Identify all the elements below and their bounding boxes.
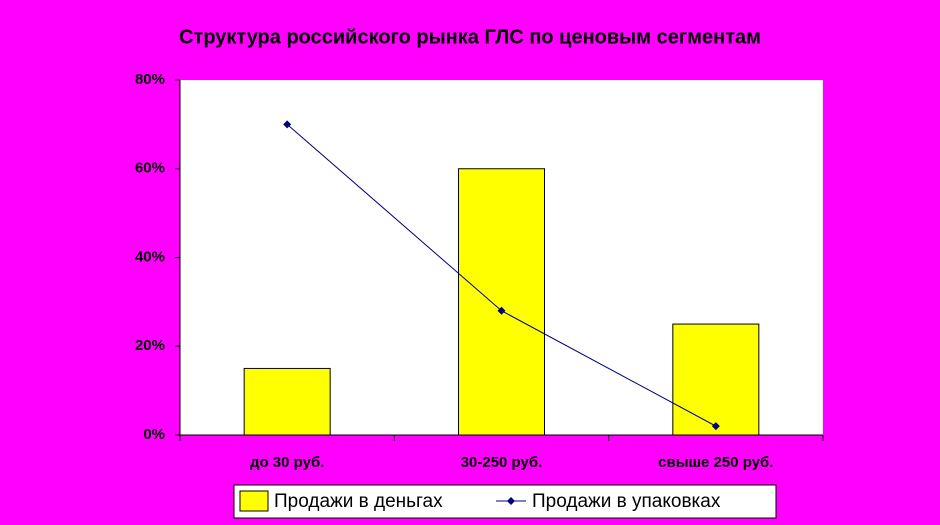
legend (233, 484, 777, 519)
x-tick-label: 30-250 руб. (461, 454, 543, 471)
y-tick-label: 60% (135, 160, 165, 177)
bar (243, 367, 331, 436)
chart-title: Структура российского рынка ГЛС по ценов… (179, 26, 761, 48)
bar (458, 168, 545, 436)
line-marker (711, 422, 720, 431)
bar (672, 323, 760, 436)
legend-label: Продажи в упаковках (532, 491, 721, 512)
line-marker (283, 120, 292, 129)
y-tick-label: 80% (135, 71, 165, 88)
y-tick-label: 20% (135, 337, 165, 354)
line-marker (497, 306, 506, 315)
y-tick-label: 0% (143, 426, 165, 443)
x-tick-label: до 30 руб. (250, 454, 324, 471)
y-tick-label: 40% (135, 248, 165, 265)
legend-label: Продажи в деньгах (274, 491, 443, 512)
legend-marker (507, 497, 515, 505)
legend-swatch (239, 490, 269, 512)
x-tick-label: свыше 250 руб. (658, 454, 773, 471)
